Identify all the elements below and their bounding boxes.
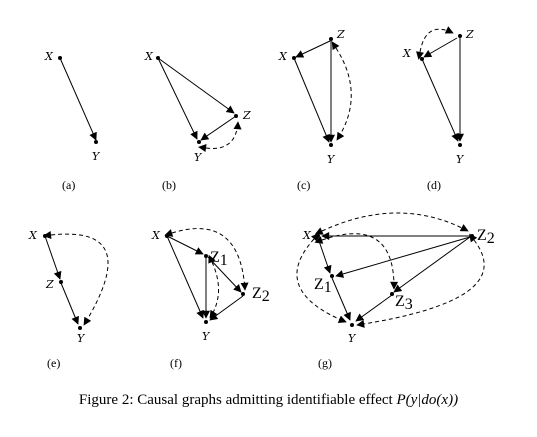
graph-b: X Z Y (b): [144, 50, 251, 192]
label-z: Z: [45, 278, 54, 291]
edge-z2-y: [209, 295, 244, 321]
panel-label-g: (g): [318, 356, 332, 370]
node-x: [58, 56, 62, 60]
panel-label-b: (b): [162, 178, 176, 192]
label-z2: Z2: [477, 227, 495, 247]
node-z2: [241, 292, 245, 296]
panel-label-c: (c): [297, 178, 310, 192]
node-x: [156, 56, 160, 60]
edge-z1-y: [331, 277, 351, 321]
node-z2: [470, 234, 474, 238]
label-z1: Z1: [210, 249, 228, 269]
edge-x-y: [157, 57, 198, 140]
panel-label-e: (e): [47, 356, 60, 370]
bidirected-edge-y-z: [198, 121, 242, 152]
node-z: [234, 114, 238, 118]
panel-label-d: (d): [427, 178, 441, 192]
edge-x-z: [44, 235, 62, 280]
node-y: [350, 323, 354, 327]
label-y: Y: [92, 150, 101, 163]
edge-z2-z3: [393, 236, 471, 293]
label-x: X: [402, 47, 412, 60]
node-z: [59, 280, 63, 284]
node-x: [292, 56, 296, 60]
graph-e: X Z Y (e): [28, 229, 109, 370]
caption-text: Figure 2: Causal graphs admitting identi…: [78, 392, 397, 408]
label-x: X: [28, 229, 38, 242]
edge-z3-y: [355, 294, 393, 322]
label-x: X: [151, 229, 161, 242]
node-x: [165, 234, 169, 238]
label-y: Y: [77, 332, 86, 345]
edge-x-y: [421, 58, 459, 142]
label-z: Z: [465, 28, 474, 41]
node-z: [329, 37, 333, 41]
label-y: Y: [348, 332, 357, 345]
figure-caption: Figure 2: Causal graphs admitting identi…: [0, 392, 537, 409]
graph-f: X Z1 Z2 Y (f): [151, 228, 270, 370]
node-z1: [204, 254, 208, 258]
node-x: [43, 234, 47, 238]
node-y: [329, 143, 333, 147]
graph-d: X Z Y (d): [402, 26, 474, 192]
label-z: Z: [336, 28, 345, 41]
node-z: [458, 34, 462, 38]
bidirected-edge-z-y: [331, 41, 352, 141]
edge-z-y: [60, 282, 79, 325]
bidirected-edge-x-z: [416, 26, 454, 60]
edge-z-y: [200, 115, 237, 141]
node-y: [94, 140, 98, 144]
label-z3: Z3: [395, 293, 413, 313]
edge-x-z: [157, 57, 235, 114]
node-x: [420, 57, 424, 61]
label-z: Z: [242, 109, 251, 122]
bidirected-edge-x-y: [296, 233, 347, 323]
label-x: X: [44, 50, 54, 63]
graph-g: X Z2 Z1 Z3 Y (g): [296, 212, 495, 370]
edge-x-y: [59, 57, 97, 141]
bidirected-edge-x-z2: [164, 228, 249, 291]
bidirected-edge-z1-y: [208, 254, 219, 319]
graph-c: X Z Y (c): [278, 28, 352, 192]
node-y: [204, 320, 208, 324]
edge-z-x: [423, 37, 458, 58]
edge-z2-z1: [335, 236, 471, 278]
label-y: Y: [456, 153, 465, 166]
label-y: Y: [194, 151, 203, 164]
label-y: Y: [327, 153, 336, 166]
edge-x-y: [293, 57, 330, 143]
graph-a: X Y (a): [44, 50, 101, 192]
node-y: [197, 140, 201, 144]
edge-x-z1: [166, 235, 204, 255]
node-x: [316, 234, 320, 238]
node-z3: [390, 292, 394, 296]
label-x: X: [278, 50, 288, 63]
node-z1: [330, 274, 334, 278]
edge-z-x: [295, 40, 331, 58]
node-y: [78, 326, 82, 330]
node-y: [458, 143, 462, 147]
panel-label-a: (a): [62, 178, 75, 192]
edge-x-y: [166, 235, 204, 319]
edge-x-z1: [317, 237, 332, 274]
bidirected-edge-x-y: [43, 231, 109, 326]
label-x: X: [302, 229, 312, 242]
caption-math: P(y|do(x)): [396, 392, 459, 408]
bidirected-edge-x-z2: [314, 212, 469, 235]
panel-label-f: (f): [170, 356, 182, 370]
label-y: Y: [202, 330, 211, 343]
bidirected-edge-z2-y: [356, 233, 485, 328]
label-z2: Z2: [252, 285, 270, 305]
label-z1: Z1: [314, 276, 332, 296]
label-x: X: [144, 50, 154, 63]
